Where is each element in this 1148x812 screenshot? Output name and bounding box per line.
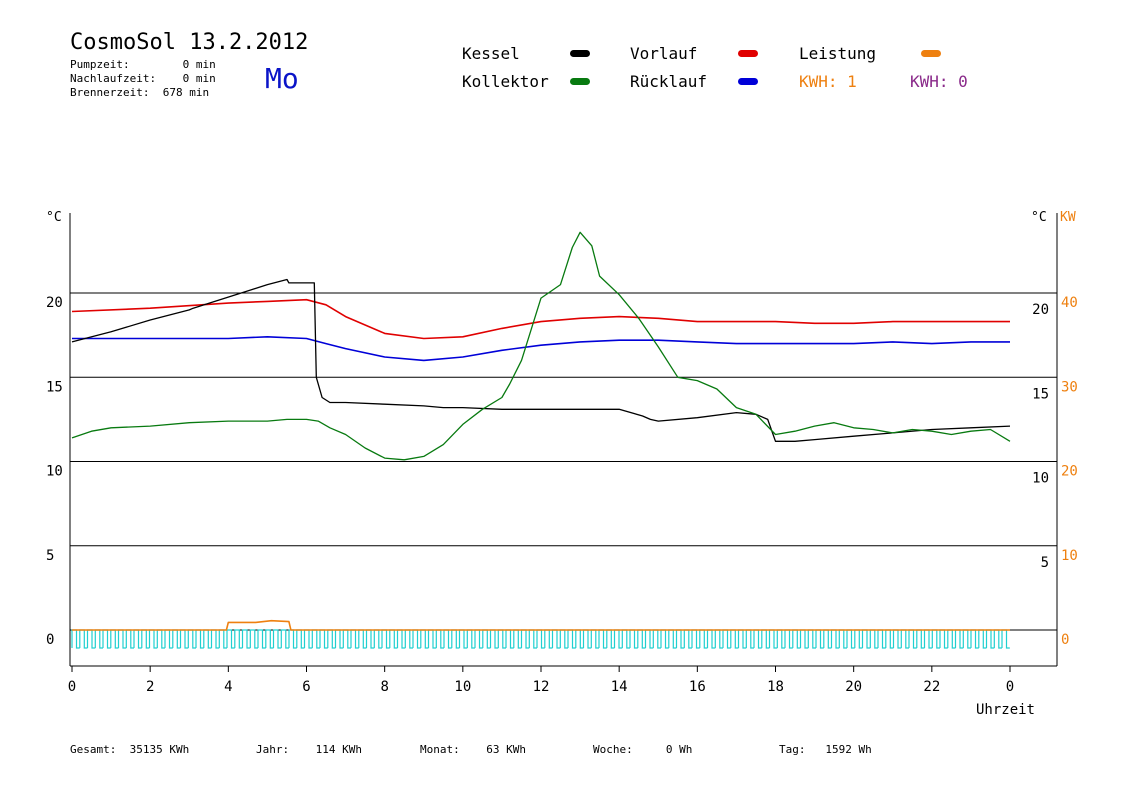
y-right-tick-label: 5	[1041, 555, 1049, 571]
legend-kessel-label: Kessel	[462, 44, 520, 63]
kwh-value-2: KWH: 0	[910, 72, 968, 91]
y-right-tick-label: 20	[1032, 302, 1049, 318]
x-tick-label: 22	[923, 679, 940, 695]
y-kw-tick-label: 20	[1061, 464, 1078, 480]
y-right-unit: °C	[1031, 210, 1047, 225]
x-tick-label: 4	[224, 679, 232, 695]
footer-jahr: Jahr: 114 KWh	[256, 743, 362, 756]
x-tick-label: 18	[767, 679, 784, 695]
series-kollektor-line	[71, 231, 1011, 461]
legend-kollektor-label: Kollektor	[462, 72, 549, 91]
x-tick-label: 2	[146, 679, 154, 695]
series-kessel-line	[71, 278, 1011, 442]
nachlaufzeit-text: Nachlaufzeit: 0 min	[70, 72, 216, 85]
y-left-unit: °C	[46, 210, 62, 225]
legend-kollektor-swatch	[570, 78, 590, 85]
legend-ruecklauf-label: Rücklauf	[630, 72, 708, 91]
brennerzeit-text: Brennerzeit: 678 min	[70, 86, 210, 99]
y-kw-tick-label: 40	[1061, 295, 1078, 311]
footer-monat: Monat: 63 KWh	[420, 743, 526, 756]
x-tick-label: 20	[845, 679, 862, 695]
y-kw-tick-label: 0	[1061, 632, 1069, 648]
y-kw-unit: KW	[1060, 210, 1076, 225]
weekday-label: Mo	[265, 62, 299, 95]
x-tick-label: 8	[380, 679, 388, 695]
x-tick-label: 0	[68, 679, 76, 695]
footer-woche: Woche: 0 Wh	[593, 743, 693, 756]
y-left-tick-label: 10	[46, 464, 63, 480]
y-left-tick-label: 15	[46, 379, 63, 395]
legend-leistung-swatch	[921, 50, 941, 57]
y-left-tick-label: 20	[46, 295, 63, 311]
y-kw-tick-label: 30	[1061, 379, 1078, 395]
x-tick-label: 16	[689, 679, 706, 695]
x-tick-label: 10	[454, 679, 471, 695]
footer-gesamt: Gesamt: 35135 KWh	[70, 743, 190, 756]
footer-tag: Tag: 1592 Wh	[779, 743, 872, 756]
legend-leistung-label: Leistung	[799, 44, 877, 63]
x-axis-label: Uhrzeit	[976, 702, 1035, 718]
x-tick-label: 14	[611, 679, 628, 695]
x-tick-label: 0	[1006, 679, 1014, 695]
legend-kessel-swatch	[570, 50, 590, 57]
y-right-tick-label: 10	[1032, 471, 1049, 487]
y-left-tick-label: 0	[46, 632, 54, 648]
kwh-value-1: KWH: 1	[799, 72, 857, 91]
series-leistung-line	[72, 619, 1010, 631]
legend-ruecklauf-swatch	[738, 78, 758, 85]
legend-vorlauf-label: Vorlauf	[630, 44, 698, 63]
pump-cycle-trace	[71, 629, 1010, 649]
y-right-tick-label: 15	[1032, 386, 1049, 402]
series-vorlauf-line	[71, 298, 1010, 340]
x-tick-label: 12	[533, 679, 550, 695]
pumpzeit-text: Pumpzeit: 0 min	[70, 58, 216, 71]
series-ruecklauf-line	[72, 335, 1010, 362]
y-left-tick-label: 5	[46, 548, 54, 564]
x-tick-label: 6	[302, 679, 310, 695]
legend-vorlauf-swatch	[738, 50, 758, 57]
chart-title: CosmoSol 13.2.2012	[70, 30, 309, 55]
y-kw-tick-label: 10	[1061, 548, 1078, 564]
